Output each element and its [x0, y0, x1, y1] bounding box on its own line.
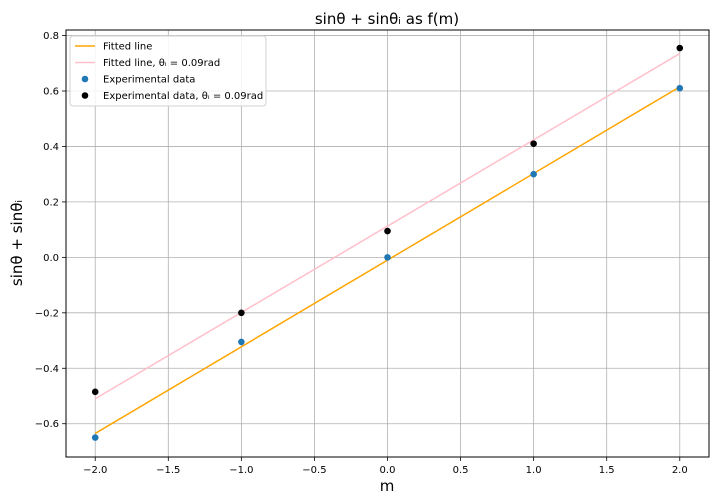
y-tick-label: 0.4 — [43, 142, 59, 153]
plot-frame — [65, 29, 710, 458]
data-point — [91, 388, 99, 396]
y-axis-label: sinθ + sinθᵢ — [8, 200, 26, 286]
series-line-1 — [94, 52, 681, 400]
legend-box — [69, 35, 267, 107]
x-tick-label: 0.5 — [453, 465, 469, 476]
data-point — [91, 434, 99, 441]
x-tick-label: 0.0 — [380, 465, 396, 476]
series-layer — [91, 44, 684, 441]
x-tick-label: −0.5 — [302, 465, 326, 476]
data-point — [238, 309, 245, 317]
legend: Fitted line Fitted line, θᵢ = 0.09rad Expe… — [69, 35, 267, 107]
y-tick-label: 0.2 — [43, 197, 59, 208]
data-point — [676, 44, 684, 52]
data-point — [530, 140, 537, 147]
x-tick-label: −1.0 — [229, 465, 253, 476]
legend-marker-swatch — [81, 92, 89, 99]
data-point — [238, 338, 245, 346]
y-tick-label: −0.4 — [35, 364, 59, 375]
x-tick-label: 2.0 — [672, 465, 688, 476]
ticks: −2.0 −1.5 −1.0 −0.5 0.0 0.5 1.0 1.5 2.0 −0.6 −0.4 −… — [35, 31, 688, 476]
y-tick-label: 0.0 — [43, 253, 59, 264]
x-axis-label: m — [380, 477, 395, 495]
legend-entry-label: Fitted line — [103, 42, 152, 53]
data-point — [384, 254, 391, 261]
chart-title: sinθ + sinθᵢ as f(m) — [315, 10, 459, 28]
y-tick-label: −0.2 — [35, 308, 59, 319]
legend-entry-label: Experimental data, θᵢ = 0.09rad — [103, 91, 263, 102]
x-tick-label: 1.0 — [526, 465, 542, 476]
y-tick-label: 0.6 — [43, 87, 59, 98]
y-tick-label: −0.6 — [35, 419, 59, 430]
y-tick-label: 0.8 — [43, 31, 59, 42]
legend-entry-label: Experimental data — [103, 75, 195, 86]
x-tick-label: −1.5 — [156, 465, 180, 476]
data-point — [530, 170, 537, 178]
x-tick-label: −2.0 — [83, 465, 107, 476]
data-point — [676, 84, 684, 92]
legend-entry-label: Fitted line, θᵢ = 0.09rad — [103, 58, 220, 69]
x-tick-label: 1.5 — [599, 465, 615, 476]
data-point — [384, 227, 391, 235]
legend-marker-swatch — [81, 75, 89, 83]
